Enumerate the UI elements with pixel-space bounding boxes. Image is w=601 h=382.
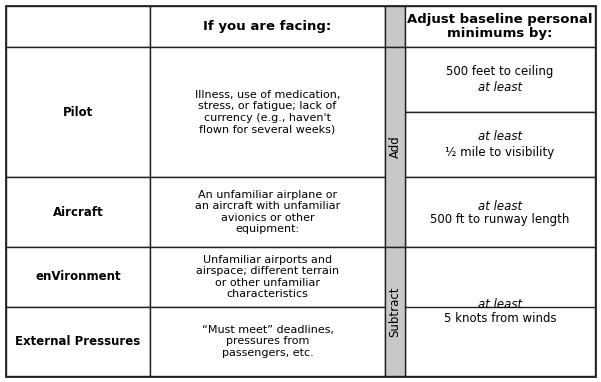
Text: Pilot: Pilot <box>63 105 93 118</box>
Bar <box>150 307 385 376</box>
Text: 500 feet to ceiling: 500 feet to ceiling <box>447 65 554 78</box>
Bar <box>150 47 385 177</box>
Text: Illness, use of medication,
stress, or fatigue; lack of
currency (e.g., haven't
: Illness, use of medication, stress, or f… <box>195 90 340 134</box>
Bar <box>405 47 595 112</box>
Text: Subtract: Subtract <box>388 286 401 337</box>
Bar <box>385 247 405 376</box>
Bar <box>405 177 595 247</box>
Bar <box>405 112 595 177</box>
Text: “Must meet” deadlines,
pressures from
passengers, etc.: “Must meet” deadlines, pressures from pa… <box>201 325 334 358</box>
Text: An unfamiliar airplane or
an aircraft with unfamiliar
avionics or other
equipmen: An unfamiliar airplane or an aircraft wi… <box>195 189 340 235</box>
Text: Unfamiliar airports and
airspace; different terrain
or other unfamiliar
characte: Unfamiliar airports and airspace; differ… <box>196 254 339 299</box>
Text: at least: at least <box>478 199 522 212</box>
Bar <box>385 6 405 47</box>
Bar <box>6 6 150 47</box>
Text: ½ mile to visibility: ½ mile to visibility <box>445 146 555 159</box>
Text: Adjust baseline personal
minimums by:: Adjust baseline personal minimums by: <box>407 13 593 40</box>
Bar <box>150 247 385 307</box>
Bar <box>6 307 150 376</box>
Text: at least: at least <box>478 130 522 143</box>
Text: at least: at least <box>478 81 522 94</box>
Text: Aircraft: Aircraft <box>53 206 103 219</box>
Bar <box>405 6 595 47</box>
Bar <box>150 6 385 47</box>
Bar <box>405 247 595 376</box>
Text: Add: Add <box>388 136 401 159</box>
Bar <box>6 177 150 247</box>
Text: 500 ft to runway length: 500 ft to runway length <box>430 212 570 225</box>
Text: External Pressures: External Pressures <box>16 335 141 348</box>
Text: If you are facing:: If you are facing: <box>203 20 332 33</box>
Bar <box>6 247 150 307</box>
Text: enVironment: enVironment <box>35 270 121 283</box>
Bar <box>385 47 405 247</box>
Bar <box>6 47 150 177</box>
Text: at least: at least <box>478 298 522 311</box>
Text: 5 knots from winds: 5 knots from winds <box>444 312 557 325</box>
Bar <box>150 177 385 247</box>
